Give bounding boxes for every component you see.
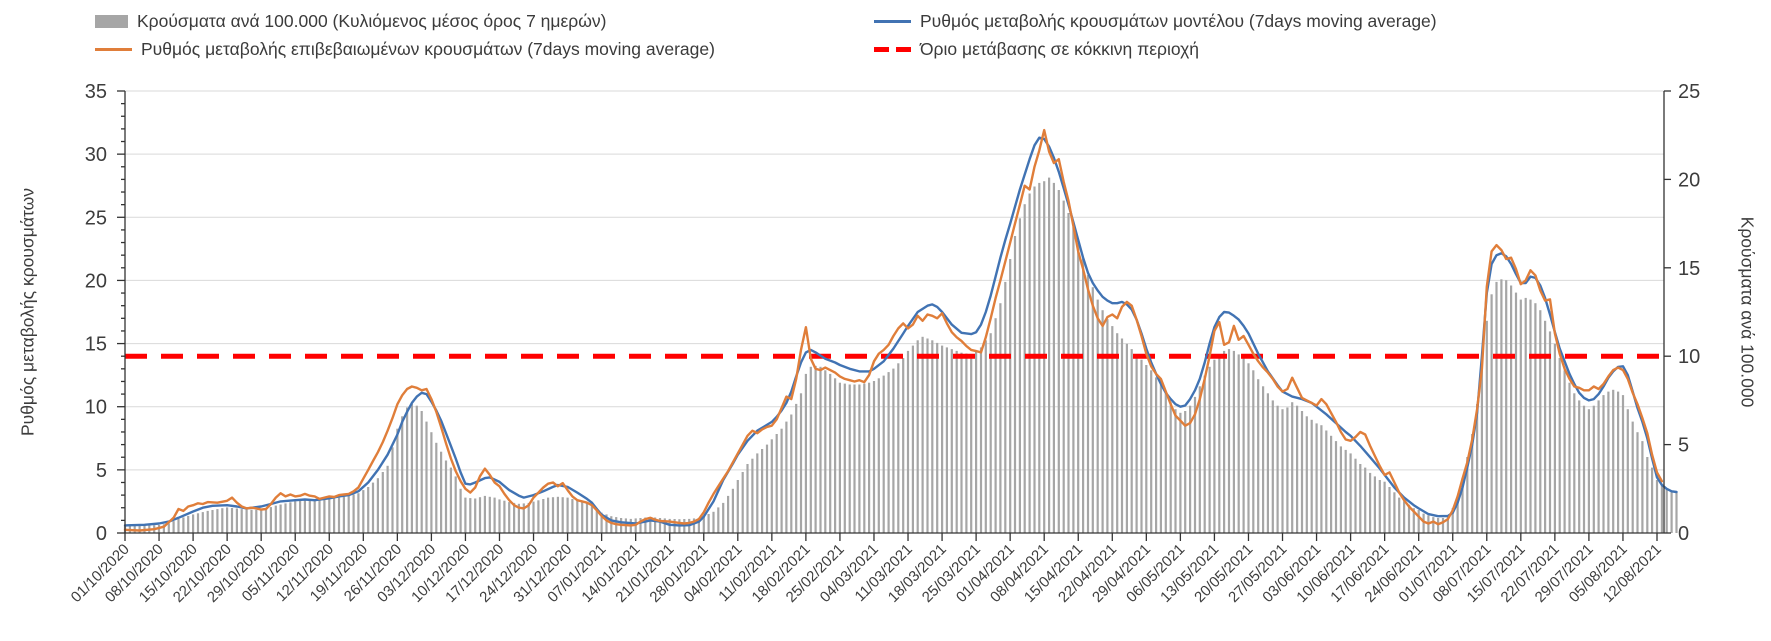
bars-series [123, 177, 1678, 534]
confirmed-line-swatch-icon [95, 47, 132, 51]
svg-text:15: 15 [85, 334, 107, 356]
model-line [123, 136, 1678, 527]
legend-item-confirmed: Ρυθμός μεταβολής επιβεβαιωμένων κρουσμάτ… [95, 37, 715, 61]
svg-text:10: 10 [1678, 346, 1700, 368]
y-axis-left: 0 5 10 15 20 25 30 35 [85, 81, 125, 545]
svg-text:5: 5 [1678, 435, 1689, 457]
svg-text:5: 5 [96, 460, 107, 482]
legend-item-bars: Κρούσματα ανά 100.000 (Κυλιόμενος μέσος … [95, 9, 606, 33]
svg-text:20: 20 [1678, 169, 1700, 191]
legend-item-model: Ρυθμός μεταβολής κρουσμάτων μοντέλου (7d… [874, 9, 1437, 33]
confirmed-line [123, 128, 1664, 532]
svg-text:15: 15 [1678, 258, 1700, 280]
legend-label-bars: Κρούσματα ανά 100.000 (Κυλιόμενος μέσος … [137, 10, 607, 31]
model-line-swatch-icon [874, 19, 911, 23]
x-axis: 01/10/202008/10/202015/10/202022/10/2020… [68, 533, 1665, 606]
threshold-dash-swatch-icon [874, 46, 911, 52]
axis-lines [124, 91, 1665, 534]
svg-text:0: 0 [1678, 523, 1689, 545]
bars-swatch-icon [95, 14, 128, 28]
svg-text:20: 20 [85, 270, 107, 292]
svg-text:25: 25 [85, 207, 107, 229]
legend-item-threshold: Όριο μετάβασης σε κόκκινη περιοχή [874, 37, 1199, 61]
legend-label-confirmed: Ρυθμός μεταβολής επιβεβαιωμένων κρουσμάτ… [141, 38, 715, 59]
legend-label-model: Ρυθμός μεταβολής κρουσμάτων μοντέλου (7d… [920, 10, 1437, 31]
svg-text:25: 25 [1678, 81, 1700, 103]
svg-text:0: 0 [96, 523, 107, 545]
y-axis-right: 0 5 10 15 20 25 [1664, 81, 1700, 545]
legend-label-threshold: Όριο μετάβασης σε κόκκινη περιοχή [920, 38, 1200, 59]
svg-text:10: 10 [85, 397, 107, 419]
svg-text:35: 35 [85, 81, 107, 103]
svg-text:30: 30 [85, 144, 107, 166]
